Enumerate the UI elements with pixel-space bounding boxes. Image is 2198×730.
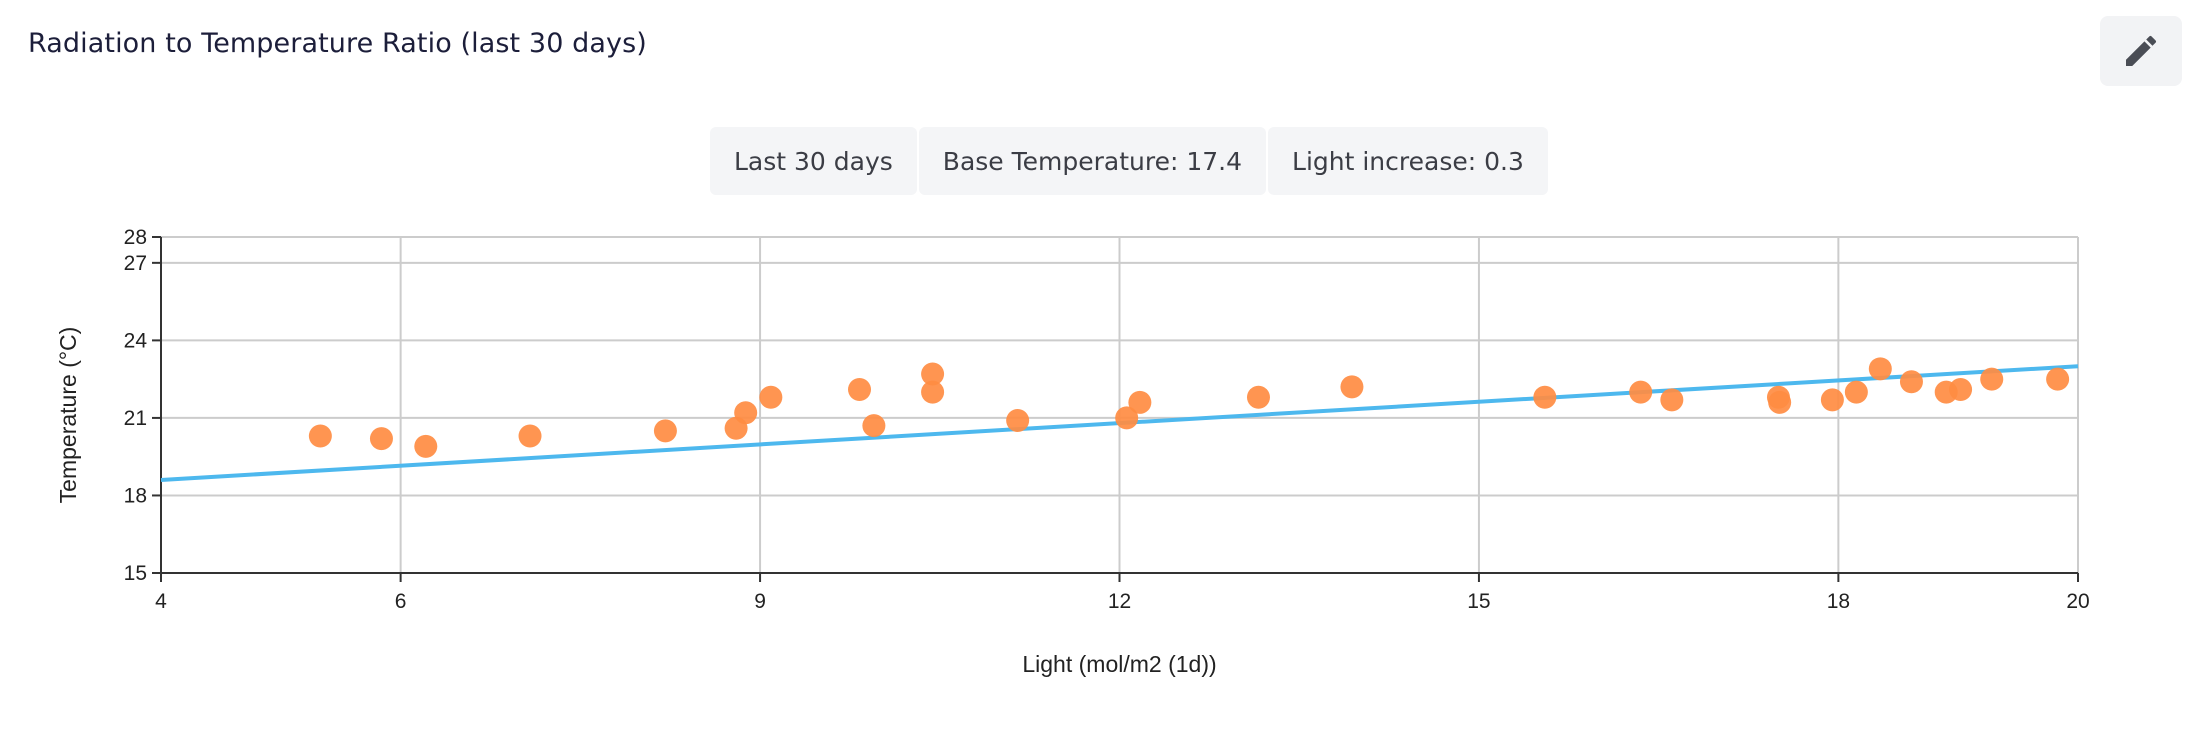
x-tick-label: 15: [1467, 590, 1490, 613]
card-title: Radiation to Temperature Ratio (last 30 …: [28, 28, 647, 59]
y-tick-label: 27: [124, 252, 147, 275]
data-point[interactable]: [1868, 357, 1892, 381]
data-point[interactable]: [1768, 390, 1792, 414]
data-point[interactable]: [759, 385, 783, 409]
data-point[interactable]: [848, 377, 872, 401]
data-point[interactable]: [1820, 388, 1844, 412]
y-tick-label: 28: [124, 226, 147, 249]
data-point[interactable]: [1980, 367, 2004, 391]
y-tick-label: 24: [124, 329, 148, 352]
data-point[interactable]: [862, 414, 886, 438]
data-point[interactable]: [308, 424, 332, 448]
chip-date-range[interactable]: Last 30 days: [710, 127, 917, 195]
data-point[interactable]: [1340, 375, 1364, 399]
point-layer: [308, 357, 2070, 458]
y-tick-label: 18: [124, 484, 147, 507]
data-point[interactable]: [1128, 390, 1152, 414]
data-point[interactable]: [1246, 385, 1270, 409]
chip-base-temperature: Base Temperature: 17.4: [918, 127, 1267, 195]
x-tick-label: 20: [2066, 590, 2089, 613]
y-axis-title: Temperature (°C): [55, 327, 81, 504]
data-point[interactable]: [1660, 388, 1684, 412]
data-point[interactable]: [369, 427, 393, 451]
data-point[interactable]: [1899, 370, 1923, 394]
data-point[interactable]: [653, 419, 677, 443]
data-point[interactable]: [1006, 409, 1030, 433]
chip-light-increase: Light increase: 0.3: [1268, 127, 1548, 195]
data-point[interactable]: [2046, 367, 2070, 391]
x-tick-label: 18: [1827, 590, 1850, 613]
data-point[interactable]: [1115, 406, 1139, 430]
x-tick-label: 12: [1108, 590, 1131, 613]
data-point[interactable]: [1949, 377, 1973, 401]
data-point[interactable]: [414, 434, 438, 458]
x-tick-label: 4: [155, 590, 167, 613]
x-tick-label: 9: [754, 590, 766, 613]
data-point[interactable]: [518, 424, 542, 448]
y-tick-label: 21: [124, 407, 147, 430]
data-point[interactable]: [734, 401, 758, 425]
data-point[interactable]: [921, 380, 945, 404]
x-tick-label: 6: [395, 590, 407, 613]
axes: 4 6 9 12 15 18 20 15 18 21 24 27 28: [124, 226, 2090, 613]
edit-button[interactable]: [2100, 16, 2182, 86]
pencil-icon: [2126, 35, 2157, 66]
grid: [161, 236, 2079, 573]
data-point[interactable]: [921, 362, 945, 386]
data-point[interactable]: [1844, 380, 1868, 404]
y-tick-label: 15: [124, 562, 147, 585]
data-point[interactable]: [1533, 385, 1557, 409]
x-axis-title: Light (mol/m2 (1d)): [1022, 651, 1216, 677]
filter-chips: Last 30 days Base Temperature: 17.4 Ligh…: [710, 127, 1548, 195]
data-point[interactable]: [1629, 380, 1653, 404]
